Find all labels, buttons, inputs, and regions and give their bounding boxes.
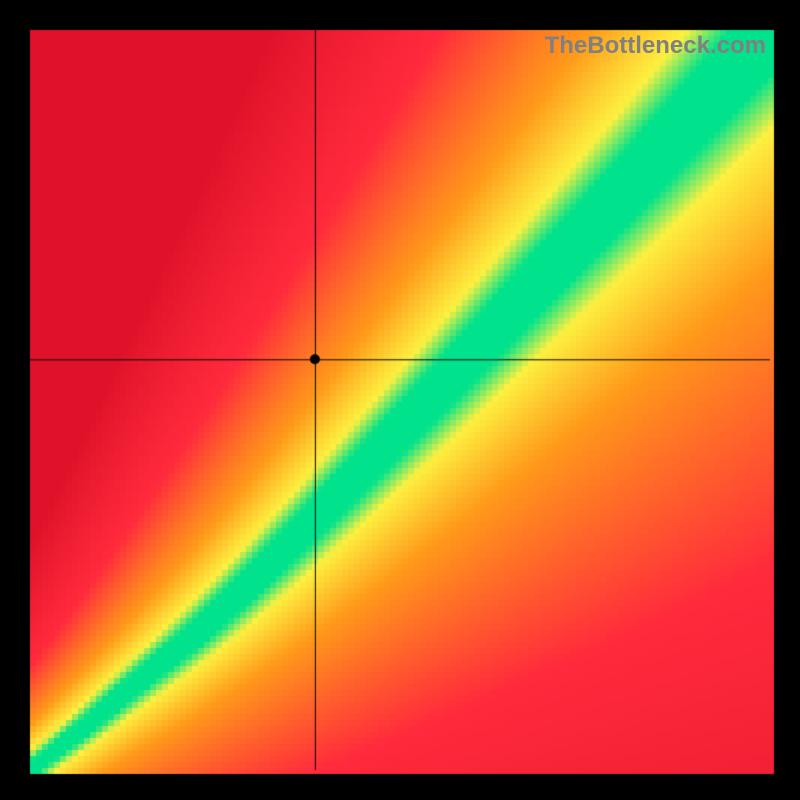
bottleneck-chart: TheBottleneck.com xyxy=(0,0,800,800)
watermark-text: TheBottleneck.com xyxy=(545,32,766,60)
heatmap-canvas xyxy=(0,0,800,800)
